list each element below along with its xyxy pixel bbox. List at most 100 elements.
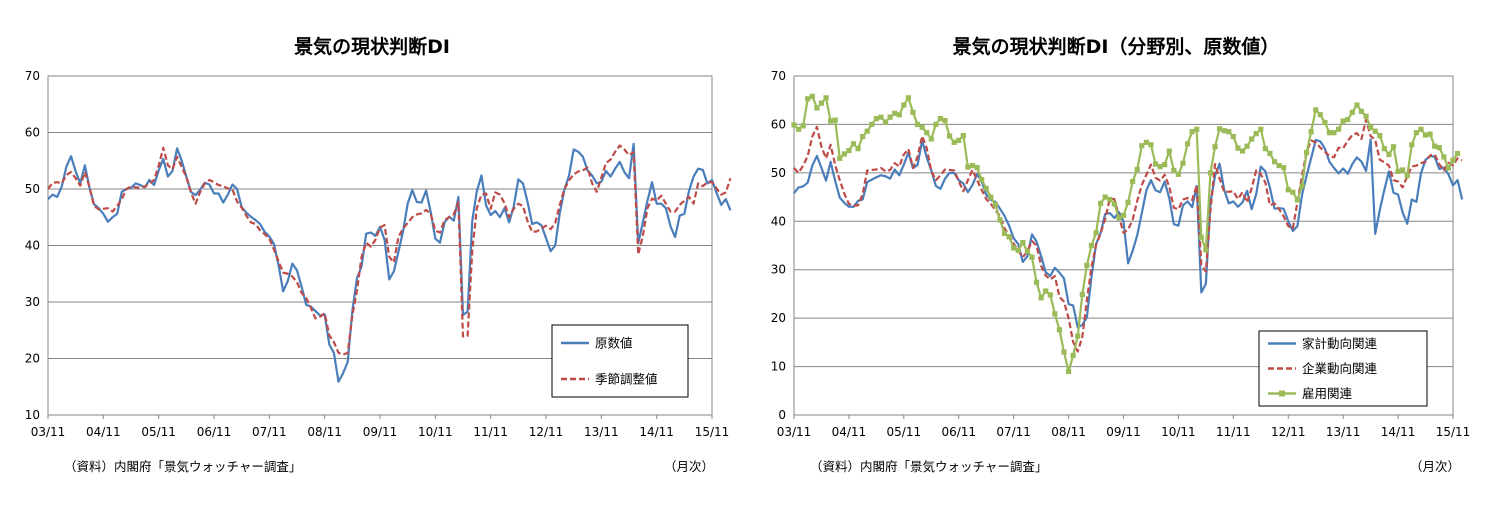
data-point xyxy=(1262,146,1268,152)
data-point xyxy=(1212,144,1218,150)
y-tick-label: 30 xyxy=(771,263,786,277)
data-point xyxy=(814,105,820,111)
data-point xyxy=(1331,130,1337,136)
series-line xyxy=(793,118,1463,353)
x-tick-label: 04/11 xyxy=(86,425,121,439)
y-tick-label: 20 xyxy=(771,311,786,325)
data-point xyxy=(882,119,889,125)
data-point xyxy=(969,162,976,169)
data-point xyxy=(1006,234,1012,240)
data-point xyxy=(1203,247,1209,253)
legend-label: 雇用関連 xyxy=(1302,386,1353,401)
y-tick-label: 30 xyxy=(25,295,40,309)
data-point xyxy=(1198,234,1204,240)
data-point xyxy=(1358,108,1365,114)
data-point xyxy=(887,114,893,120)
data-point xyxy=(828,118,834,124)
x-tick-label: 09/11 xyxy=(1106,425,1141,439)
data-point xyxy=(1157,163,1163,170)
data-point xyxy=(1029,254,1035,260)
data-point xyxy=(1052,311,1058,317)
y-tick-label: 50 xyxy=(25,182,40,196)
data-point xyxy=(818,100,825,106)
x-tick-label: 03/11 xyxy=(31,425,66,439)
data-point xyxy=(1322,119,1328,126)
data-point xyxy=(837,155,843,161)
data-point xyxy=(1075,333,1081,339)
line-chart: 0 10 20 30 40 50 60 70 03/11 04/11 05/11 06/11 07/11… xyxy=(771,69,1471,439)
y-tick-label: 70 xyxy=(771,69,786,83)
unit-note: （月次） xyxy=(1410,459,1461,474)
data-point xyxy=(1130,178,1136,185)
y-tick-label: 0 xyxy=(778,408,786,422)
data-point xyxy=(1432,143,1438,149)
y-tick-label: 60 xyxy=(25,126,40,140)
source-note: （資料）内閣府「景気ウォッチャー調査」 xyxy=(810,459,1048,474)
data-point xyxy=(855,146,861,152)
x-tick-label: 05/11 xyxy=(887,425,922,439)
data-point xyxy=(1450,157,1456,163)
data-point xyxy=(795,126,802,132)
x-tick-label: 04/11 xyxy=(832,425,867,439)
series-line xyxy=(47,142,732,383)
data-point xyxy=(1436,145,1442,151)
data-point xyxy=(1276,162,1282,169)
data-point xyxy=(988,194,994,200)
series-line xyxy=(47,144,732,356)
data-point xyxy=(1143,139,1149,145)
data-point xyxy=(1413,130,1419,136)
data-point xyxy=(1253,131,1259,137)
x-tick-label: 12/11 xyxy=(1271,425,1306,439)
x-tick-label: 13/11 xyxy=(1326,425,1361,439)
y-tick-label: 50 xyxy=(771,166,786,180)
source-note: （資料）内閣府「景気ウォッチャー調査」 xyxy=(64,459,302,474)
data-point xyxy=(823,95,829,101)
data-point xyxy=(1033,279,1040,285)
data-point xyxy=(1235,145,1241,151)
y-tick-label: 20 xyxy=(25,352,40,366)
data-point xyxy=(1070,352,1076,359)
x-tick-label: 14/11 xyxy=(1381,425,1416,439)
data-point xyxy=(1084,262,1090,268)
data-point xyxy=(1317,112,1323,118)
data-point xyxy=(1111,201,1117,207)
data-point xyxy=(1093,230,1099,236)
data-point xyxy=(864,128,870,134)
legend-label: 季節調整値 xyxy=(595,372,658,387)
data-point xyxy=(946,133,953,139)
x-tick-label: 11/11 xyxy=(473,425,508,439)
y-tick-label: 70 xyxy=(25,69,40,83)
data-point xyxy=(1120,212,1127,219)
data-point xyxy=(860,133,866,140)
data-point xyxy=(919,124,925,130)
data-point xyxy=(869,121,875,128)
x-tick-label: 11/11 xyxy=(1216,425,1251,439)
data-point xyxy=(1308,129,1314,135)
data-point xyxy=(1194,126,1200,132)
data-point xyxy=(1363,113,1369,119)
data-point xyxy=(1294,197,1301,203)
x-tick-label: 12/11 xyxy=(529,425,564,439)
data-point xyxy=(1326,130,1333,136)
data-point xyxy=(1166,148,1172,154)
data-point xyxy=(1047,292,1053,298)
data-point xyxy=(1395,168,1401,175)
x-tick-label: 03/11 xyxy=(777,425,812,439)
data-point xyxy=(951,139,957,145)
data-point xyxy=(1427,131,1433,137)
data-point xyxy=(1015,247,1021,253)
data-point xyxy=(1065,368,1072,375)
chart-title: 景気の現状判断DI（分野別、原数値） xyxy=(952,36,1280,58)
data-point xyxy=(1180,160,1186,166)
data-point xyxy=(1281,164,1287,171)
data-point xyxy=(800,123,806,129)
x-tick-label: 10/11 xyxy=(418,425,453,439)
data-point xyxy=(1372,128,1378,134)
x-tick-label: 06/11 xyxy=(941,425,976,439)
legend-marker xyxy=(1279,390,1285,397)
data-point xyxy=(1409,142,1415,148)
data-point xyxy=(873,116,879,122)
data-point xyxy=(809,93,815,99)
chart-title: 景気の現状判断DI xyxy=(294,36,450,58)
